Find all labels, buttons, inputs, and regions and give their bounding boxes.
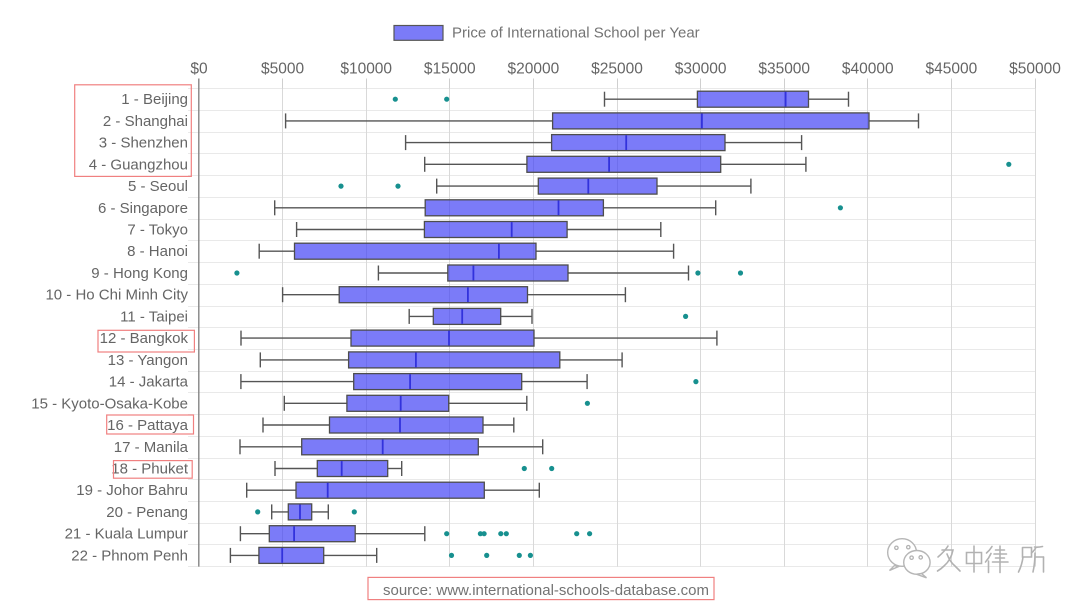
svg-text:source: www.international-scho: source: www.international-schools-databa… — [383, 582, 709, 599]
svg-text:$10000: $10000 — [340, 60, 392, 77]
svg-text:$20000: $20000 — [508, 60, 560, 77]
svg-text:3 - Shenzhen: 3 - Shenzhen — [99, 135, 188, 152]
svg-text:21 - Kuala Lumpur: 21 - Kuala Lumpur — [65, 526, 188, 543]
svg-text:2 - Shanghai: 2 - Shanghai — [103, 113, 188, 130]
svg-text:18 - Phuket: 18 - Phuket — [111, 461, 189, 478]
svg-text:$0: $0 — [190, 60, 208, 77]
svg-text:$30000: $30000 — [675, 60, 727, 77]
svg-text:$45000: $45000 — [926, 60, 978, 77]
svg-text:$40000: $40000 — [842, 60, 894, 77]
svg-text:4 - Guangzhou: 4 - Guangzhou — [89, 156, 188, 173]
svg-text:22 - Phnom Penh: 22 - Phnom Penh — [71, 547, 188, 564]
svg-text:$35000: $35000 — [758, 60, 810, 77]
svg-text:9 - Hong Kong: 9 - Hong Kong — [91, 265, 188, 282]
svg-text:$25000: $25000 — [591, 60, 643, 77]
svg-text:8 - Hanoi: 8 - Hanoi — [127, 243, 188, 260]
svg-text:1 - Beijing: 1 - Beijing — [121, 91, 188, 108]
svg-text:6 - Singapore: 6 - Singapore — [98, 200, 188, 217]
svg-text:17 - Manila: 17 - Manila — [114, 439, 189, 456]
svg-text:7 - Tokyo: 7 - Tokyo — [127, 222, 188, 239]
svg-text:20 - Penang: 20 - Penang — [106, 504, 188, 521]
svg-text:15 - Kyoto-Osaka-Kobe: 15 - Kyoto-Osaka-Kobe — [31, 395, 188, 412]
svg-text:5 - Seoul: 5 - Seoul — [128, 178, 188, 195]
svg-text:14 - Jakarta: 14 - Jakarta — [109, 374, 189, 391]
svg-text:10 - Ho Chi Minh City: 10 - Ho Chi Minh City — [45, 287, 188, 304]
svg-text:12 - Bangkok: 12 - Bangkok — [100, 330, 189, 347]
svg-text:$15000: $15000 — [424, 60, 476, 77]
svg-text:$5000: $5000 — [261, 60, 304, 77]
svg-text:11 - Taipei: 11 - Taipei — [120, 308, 188, 325]
svg-text:13 - Yangon: 13 - Yangon — [108, 352, 188, 369]
svg-text:$50000: $50000 — [1009, 60, 1061, 77]
svg-text:16 - Pattaya: 16 - Pattaya — [107, 417, 189, 434]
svg-text:Price of International School: Price of International School per Year — [452, 25, 700, 42]
svg-text:19 - Johor Bahru: 19 - Johor Bahru — [76, 482, 188, 499]
